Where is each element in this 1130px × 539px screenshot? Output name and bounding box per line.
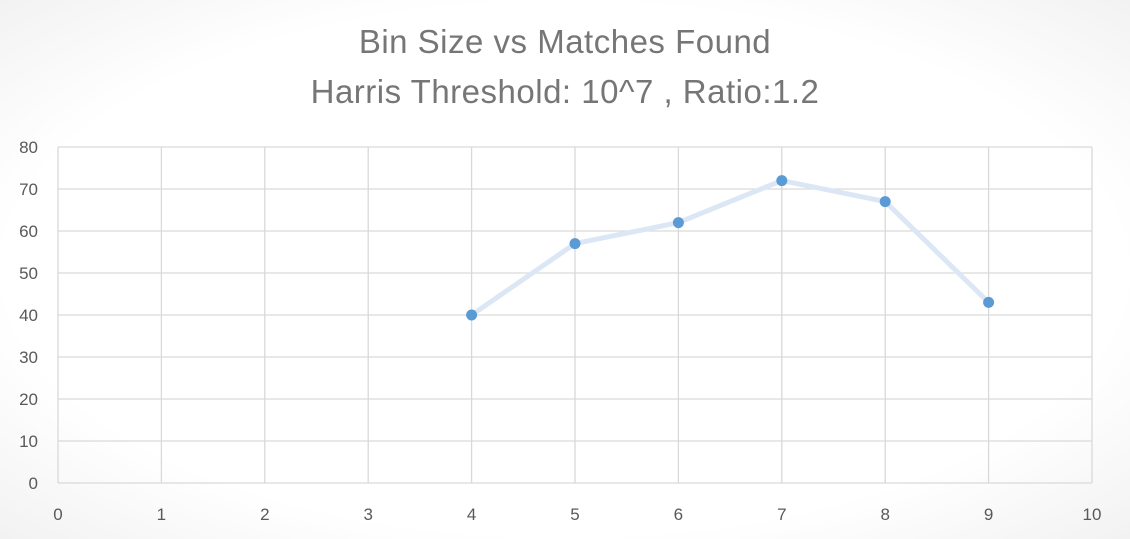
series-line bbox=[469, 178, 992, 318]
data-point bbox=[776, 175, 788, 187]
x-tick-label: 5 bbox=[570, 505, 579, 524]
data-point bbox=[466, 309, 478, 321]
y-tick-label: 30 bbox=[19, 348, 38, 367]
x-tick-label: 9 bbox=[984, 505, 993, 524]
y-tick-label: 10 bbox=[19, 432, 38, 451]
y-tick-label: 0 bbox=[29, 474, 38, 493]
x-tick-label: 0 bbox=[53, 505, 62, 524]
data-point bbox=[879, 196, 891, 208]
x-tick-label: 1 bbox=[157, 505, 166, 524]
chart-subtitle: Harris Threshold: 10^7 , Ratio:1.2 bbox=[310, 73, 820, 110]
y-tick-label: 50 bbox=[19, 264, 38, 283]
x-tick-label: 8 bbox=[880, 505, 889, 524]
x-tick-label: 4 bbox=[467, 505, 476, 524]
x-tick-label: 10 bbox=[1083, 505, 1102, 524]
x-tick-label: 6 bbox=[674, 505, 683, 524]
y-tick-label: 70 bbox=[19, 180, 38, 199]
x-tick-label: 3 bbox=[363, 505, 372, 524]
chart-title: Bin Size vs Matches Found bbox=[358, 23, 772, 60]
y-tick-label: 60 bbox=[19, 222, 38, 241]
data-point bbox=[983, 296, 995, 308]
y-tick-label: 40 bbox=[19, 306, 38, 325]
x-tick-label: 7 bbox=[777, 505, 786, 524]
data-point bbox=[672, 217, 684, 229]
data-point bbox=[569, 238, 581, 250]
x-tick-label: 2 bbox=[260, 505, 269, 524]
y-tick-label: 20 bbox=[19, 390, 38, 409]
y-tick-label: 80 bbox=[19, 138, 38, 157]
